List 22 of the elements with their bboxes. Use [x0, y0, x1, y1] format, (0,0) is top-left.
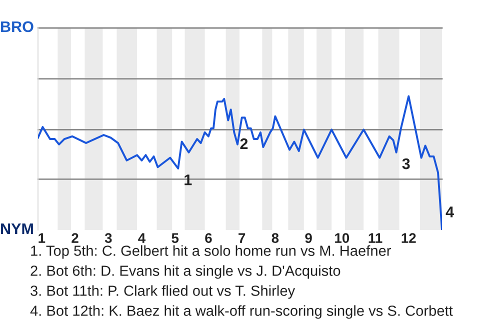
x-tick-label: 9: [305, 233, 312, 243]
x-tick-label: 10: [335, 233, 350, 243]
text: BRO: [1, 21, 34, 32]
text: 4. Bot 12th: K. Baez hit a walk-off run-scoring single vs S. Corbett: [30, 305, 453, 319]
annotation: 3: [402, 158, 410, 170]
x-tick-label: 6: [205, 233, 212, 243]
text: NYM: [1, 223, 33, 234]
x-tick-label: 11: [368, 233, 382, 243]
text: 1. Top 5th: C. Gelbert hit a solo home run vs M. Haefner: [31, 245, 392, 259]
text: 2. Bot 6th: D. Evans hit a single vs J. D'Acquisto: [30, 265, 340, 279]
x-tick-label: 7: [238, 233, 246, 243]
text: 3. Bot 11th: P. Clark flied out vs T. Shirley: [30, 285, 296, 299]
x-tick-label: 8: [272, 233, 279, 243]
x-tick-label: 1: [38, 233, 46, 243]
x-tick-label: 12: [402, 233, 416, 243]
annotation: 4: [446, 206, 454, 218]
x-tick-label: 3: [104, 233, 112, 243]
x-tick-label: 5: [172, 233, 179, 243]
annotation: 1: [184, 174, 192, 186]
x-tick-label: 4: [138, 233, 146, 243]
x-tick-label: 2: [72, 233, 78, 243]
annotation: 2: [240, 138, 248, 149]
